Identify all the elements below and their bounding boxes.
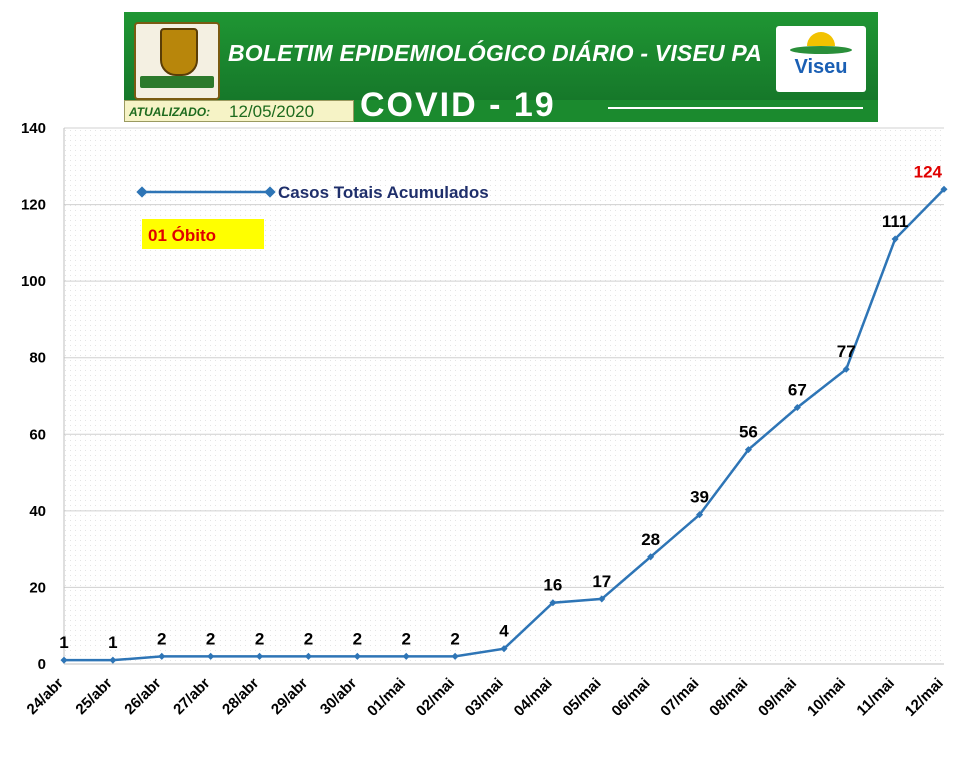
logo-wave-icon (790, 46, 852, 54)
data-label: 111 (882, 212, 909, 231)
crest-ribbon (140, 76, 214, 88)
plot-area-background (64, 128, 944, 664)
data-point (891, 235, 899, 243)
data-point (940, 185, 948, 193)
x-tick-label: 10/mai (804, 675, 849, 720)
y-tick-label: 140 (21, 120, 46, 137)
x-tick-label: 28/abr (219, 675, 262, 718)
x-tick-label: 03/mai (462, 675, 507, 720)
data-label: 2 (450, 629, 459, 648)
updated-box: ATUALIZADO: 12/05/2020 (124, 100, 354, 122)
legend-label: Casos Totais Acumulados (278, 183, 489, 202)
data-point (598, 595, 606, 603)
data-point (500, 645, 508, 653)
x-tick-label: 05/mai (560, 675, 605, 720)
x-tick-label: 25/abr (72, 675, 115, 718)
deaths-annotation-text: 01 Óbito (148, 226, 216, 245)
data-label: 2 (255, 629, 264, 648)
legend: Casos Totais Acumulados (136, 183, 489, 202)
data-label: 2 (401, 629, 410, 648)
data-point (60, 656, 68, 664)
data-point (402, 652, 410, 660)
data-point (842, 365, 850, 373)
data-point (549, 599, 557, 607)
banner-background (124, 12, 878, 100)
deaths-annotation: 01 Óbito (142, 219, 264, 249)
x-tick-label: 24/abr (24, 675, 67, 718)
data-point (793, 403, 801, 412)
x-tick-label: 30/abr (317, 675, 360, 718)
bulletin-title: BOLETIM EPIDEMIOLÓGICO DIÁRIO - VISEU PA (228, 40, 763, 66)
data-point (256, 652, 264, 660)
y-axis: 0 20 40 60 80 100 120 140 (21, 120, 65, 673)
data-point (744, 446, 752, 454)
data-point (647, 553, 655, 561)
legend-marker-left (136, 186, 148, 198)
data-label: 1 (108, 633, 117, 652)
x-tick-label: 11/mai (853, 675, 897, 719)
city-crest-icon (134, 22, 220, 100)
banner-divider (608, 107, 863, 109)
x-tick-label: 29/abr (268, 675, 311, 718)
data-point (451, 652, 459, 660)
x-tick-label: 27/abr (170, 675, 213, 718)
data-label: 2 (353, 629, 362, 648)
updated-label: ATUALIZADO: (129, 105, 211, 119)
data-label: 17 (592, 572, 611, 591)
legend-marker-right (264, 186, 276, 198)
series-markers (60, 185, 948, 664)
y-tick-label: 20 (29, 579, 46, 596)
data-label: 2 (206, 629, 215, 648)
data-point (353, 652, 361, 660)
data-point (109, 656, 117, 664)
data-labels: 1 1 2 2 2 2 2 2 2 4 16 17 28 39 56 67 77 111 124 (59, 162, 942, 652)
x-tick-label: 26/abr (121, 675, 164, 718)
viseu-logo: Viseu (776, 26, 866, 92)
data-label: 67 (788, 380, 807, 399)
header-banner: BOLETIM EPIDEMIOLÓGICO DIÁRIO - VISEU PA… (124, 12, 878, 122)
data-label: 77 (837, 342, 856, 361)
data-label: 2 (157, 629, 166, 648)
data-label: 16 (543, 576, 562, 595)
logo-text: Viseu (794, 56, 848, 78)
x-tick-label: 06/mai (608, 675, 653, 720)
data-label: 1 (59, 633, 68, 652)
covid-title: COVID - 19 (360, 86, 556, 122)
deaths-annotation-background (142, 219, 264, 249)
logo-sun-icon (807, 32, 835, 46)
y-tick-label: 60 (29, 426, 46, 443)
data-point (207, 652, 215, 660)
x-tick-label: 12/mai (902, 675, 947, 720)
data-label: 56 (739, 423, 758, 442)
y-tick-label: 0 (38, 656, 46, 673)
updated-date: 12/05/2020 (229, 102, 315, 121)
x-axis: 24/abr 25/abr 26/abr 27/abr 28/abr 29/abr 30/a… (24, 663, 947, 720)
data-point (158, 652, 166, 660)
x-tick-label: 04/mai (511, 675, 556, 720)
y-tick-label: 120 (21, 197, 46, 214)
y-tick-label: 40 (29, 503, 46, 520)
data-label: 4 (499, 622, 509, 641)
data-point (304, 652, 312, 660)
crest-shield (160, 28, 198, 76)
data-label: 28 (641, 530, 660, 549)
data-point (696, 511, 704, 519)
data-label: 39 (690, 488, 709, 507)
x-tick-label: 09/mai (755, 675, 800, 720)
y-tick-label: 80 (29, 350, 46, 367)
y-tick-label: 100 (21, 273, 46, 290)
data-label: 2 (304, 629, 313, 648)
x-tick-label: 07/mai (657, 675, 702, 720)
x-tick-label: 01/mai (364, 675, 409, 720)
x-tick-label: 08/mai (706, 675, 751, 720)
data-label: 124 (914, 162, 943, 181)
x-tick-label: 02/mai (413, 675, 458, 720)
